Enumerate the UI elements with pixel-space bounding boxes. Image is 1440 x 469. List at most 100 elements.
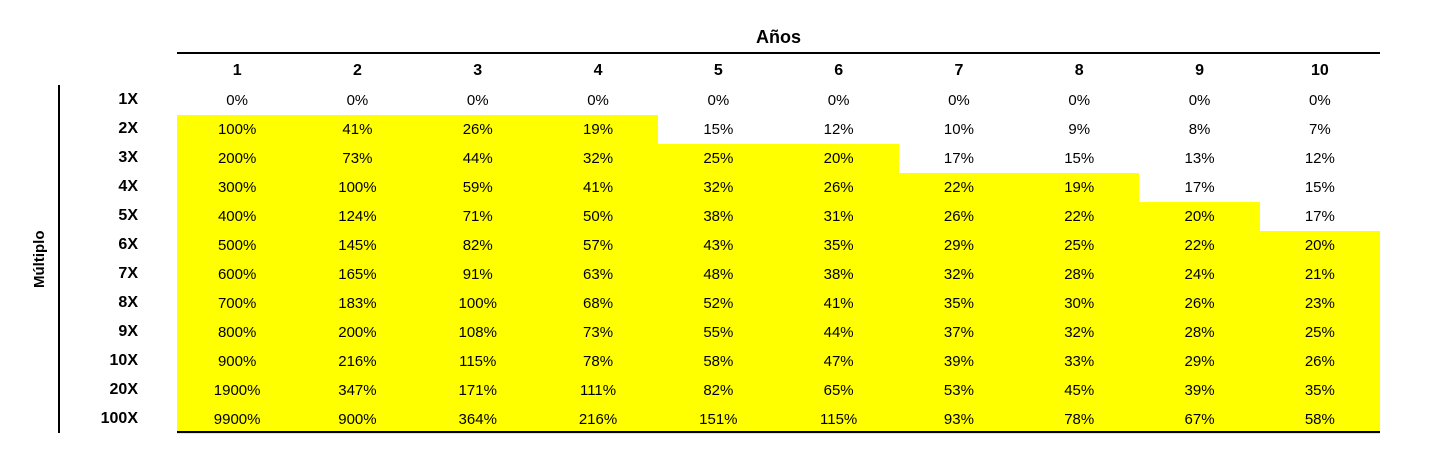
table-cell: 29% bbox=[1139, 347, 1260, 376]
table-cell: 15% bbox=[1304, 179, 1335, 196]
row-label: 8X bbox=[118, 293, 138, 311]
table-cell: 30% bbox=[1019, 289, 1140, 318]
table-cell: 0% bbox=[827, 92, 850, 109]
table-cell: 145% bbox=[297, 231, 418, 260]
table-cell: 91% bbox=[417, 260, 538, 289]
table-cell: 35% bbox=[778, 231, 899, 260]
table-cell: 44% bbox=[778, 318, 899, 347]
table-cell: 45% bbox=[1019, 376, 1140, 405]
table-cell: 171% bbox=[417, 376, 538, 405]
table-cell: 1900% bbox=[177, 376, 298, 405]
table-bottom-border bbox=[177, 431, 1380, 433]
table-cell: 9% bbox=[1068, 121, 1091, 138]
table-cell: 0% bbox=[1309, 92, 1331, 109]
table-cell: 0% bbox=[346, 92, 369, 109]
table-cell: 0% bbox=[948, 92, 970, 109]
column-header: 9 bbox=[1195, 62, 1204, 79]
table-cell: 22% bbox=[1019, 202, 1140, 231]
table-cell: 31% bbox=[778, 202, 899, 231]
table-cell: 100% bbox=[177, 115, 298, 144]
table-cell: 50% bbox=[537, 202, 659, 231]
table-cell: 47% bbox=[778, 347, 899, 376]
table-cell: 55% bbox=[658, 318, 779, 347]
table-cell: 200% bbox=[177, 144, 298, 173]
table-cell: 26% bbox=[778, 173, 899, 202]
table-cell: 35% bbox=[1259, 376, 1380, 405]
table-cell: 19% bbox=[1019, 173, 1140, 202]
table-cell: 800% bbox=[177, 318, 298, 347]
table-cell: 115% bbox=[778, 405, 899, 434]
data-grid: 1 2 3 4 5 6 7 8 9 10 0% 0% 0% 0% 0% 0% 0% 0% 0% 0% 100% 41% 26… bbox=[177, 57, 1380, 434]
table-cell: 78% bbox=[1019, 405, 1140, 434]
table-cell: 26% bbox=[898, 202, 1020, 231]
table-cell: 29% bbox=[898, 231, 1020, 260]
table-cell: 364% bbox=[417, 405, 538, 434]
table-cell: 22% bbox=[1139, 231, 1260, 260]
table-cell: 57% bbox=[537, 231, 659, 260]
table-cell: 28% bbox=[1019, 260, 1140, 289]
column-header: 7 bbox=[954, 62, 964, 79]
table-cell: 24% bbox=[1139, 260, 1260, 289]
table-cell: 65% bbox=[778, 376, 899, 405]
row-label: 10X bbox=[109, 351, 138, 369]
table-cell: 0% bbox=[466, 92, 489, 109]
table-cell: 500% bbox=[177, 231, 298, 260]
column-header: 6 bbox=[834, 62, 844, 79]
table-cell: 10% bbox=[943, 121, 974, 138]
table-cell: 26% bbox=[417, 115, 538, 144]
table-cell: 67% bbox=[1139, 405, 1260, 434]
table-cell: 58% bbox=[1259, 405, 1380, 434]
table-cell: 68% bbox=[537, 289, 659, 318]
column-header: 8 bbox=[1074, 62, 1084, 79]
column-header: 2 bbox=[352, 62, 362, 79]
table-cell: 216% bbox=[537, 405, 659, 434]
table-cell: 41% bbox=[297, 115, 418, 144]
header-divider-line bbox=[177, 52, 1380, 54]
table-cell: 82% bbox=[417, 231, 538, 260]
table-cell: 15% bbox=[703, 121, 734, 138]
table-cell: 73% bbox=[537, 318, 659, 347]
row-label-column: 1X 2X 3X 4X 5X 6X 7X 8X 9X 10X 20X 100X bbox=[40, 85, 138, 433]
table-cell: 0% bbox=[707, 92, 730, 109]
table-cell: 38% bbox=[658, 202, 779, 231]
row-label: 7X bbox=[118, 264, 138, 282]
table-cell: 300% bbox=[177, 173, 298, 202]
table-cell: 39% bbox=[1139, 376, 1260, 405]
table-cell: 111% bbox=[537, 376, 659, 405]
table-cell: 43% bbox=[658, 231, 779, 260]
row-label: 5X bbox=[118, 206, 138, 224]
table-cell: 63% bbox=[537, 260, 659, 289]
table-cell: 25% bbox=[1019, 231, 1140, 260]
row-label: 20X bbox=[109, 380, 138, 398]
table-cell: 41% bbox=[778, 289, 899, 318]
table-cell: 26% bbox=[1259, 347, 1380, 376]
table-cell: 39% bbox=[898, 347, 1020, 376]
table-cell: 41% bbox=[537, 173, 659, 202]
table-cell: 183% bbox=[297, 289, 418, 318]
table-cell: 44% bbox=[417, 144, 538, 173]
table-cell: 20% bbox=[1139, 202, 1260, 231]
table-cell: 32% bbox=[537, 144, 659, 173]
table-cell: 0% bbox=[1068, 92, 1091, 109]
table-cell: 216% bbox=[297, 347, 418, 376]
row-label: 9X bbox=[118, 322, 138, 340]
table-cell: 900% bbox=[297, 405, 418, 434]
table-cell: 7% bbox=[1309, 121, 1331, 138]
table-cell: 23% bbox=[1259, 289, 1380, 318]
table-cell: 22% bbox=[898, 173, 1020, 202]
row-label: 2X bbox=[118, 119, 138, 137]
table-cell: 37% bbox=[898, 318, 1020, 347]
table-cell: 108% bbox=[417, 318, 538, 347]
table-cell: 17% bbox=[1304, 208, 1335, 225]
column-axis-title: Años bbox=[756, 27, 801, 47]
table-cell: 400% bbox=[177, 202, 298, 231]
column-header: 3 bbox=[473, 62, 483, 79]
table-cell: 12% bbox=[823, 121, 854, 138]
table-cell: 9900% bbox=[177, 405, 298, 434]
table-cell: 17% bbox=[1184, 179, 1215, 196]
table-cell: 71% bbox=[417, 202, 538, 231]
table-cell: 151% bbox=[658, 405, 779, 434]
table-cell: 15% bbox=[1064, 150, 1095, 167]
table-cell: 28% bbox=[1139, 318, 1260, 347]
table-cell: 32% bbox=[1019, 318, 1140, 347]
